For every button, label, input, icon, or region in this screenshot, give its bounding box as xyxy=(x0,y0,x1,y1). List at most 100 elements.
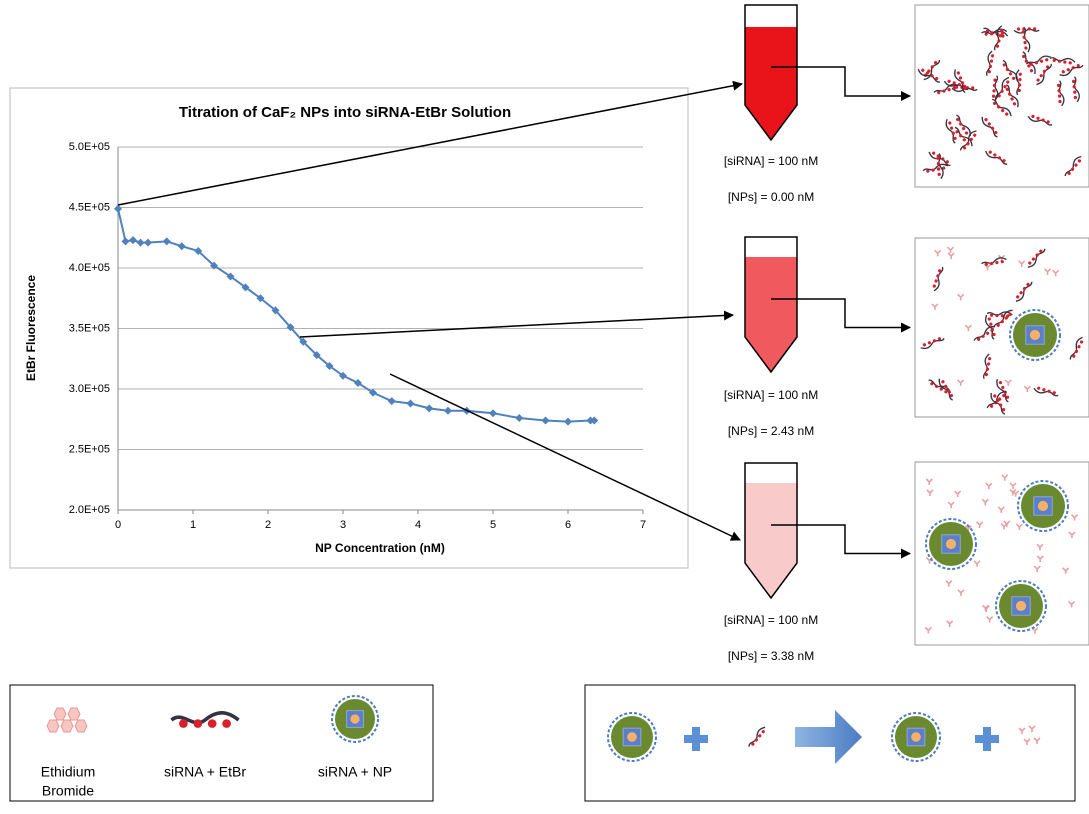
etbr-icon xyxy=(1000,522,1008,530)
data-point xyxy=(136,238,145,247)
etbr-shape xyxy=(981,604,990,612)
etbr-dot xyxy=(1022,286,1027,291)
etbr-icon xyxy=(926,489,934,496)
sirna-strand xyxy=(923,59,941,81)
etbr-dot xyxy=(1047,389,1051,393)
pointer-arrow xyxy=(299,310,734,338)
sirna-icon xyxy=(993,309,1013,328)
etbr-dot xyxy=(1024,46,1028,50)
etbr-dot xyxy=(754,738,758,742)
etbr-dot xyxy=(992,101,997,105)
etbr-dot xyxy=(1031,257,1036,261)
etbr-dot xyxy=(1011,76,1016,80)
np-center xyxy=(350,714,360,724)
etbr-dot xyxy=(1010,97,1014,101)
etbr-dot xyxy=(984,262,988,267)
np-center xyxy=(911,732,921,742)
etbr-dot xyxy=(1000,320,1004,324)
np-center xyxy=(627,732,637,742)
etbr-dot xyxy=(1074,163,1078,167)
etbr-dot xyxy=(1002,63,1006,67)
etbr-dot xyxy=(944,390,948,394)
etbr-dot xyxy=(988,150,992,154)
etbr-dot xyxy=(962,138,966,142)
etbr-dot xyxy=(1046,120,1050,124)
etbr-shape xyxy=(1018,727,1026,734)
data-point xyxy=(354,378,362,387)
etbr-dot xyxy=(989,313,994,317)
data-point xyxy=(387,397,396,406)
sirna-strand xyxy=(993,309,1013,328)
sirna-strand xyxy=(985,50,993,77)
etbr-dot xyxy=(945,160,949,164)
np-center xyxy=(1037,500,1049,512)
etbr-dot xyxy=(1077,159,1082,163)
data-point xyxy=(325,362,334,371)
sirna-icon xyxy=(993,25,1004,51)
etbr-dot xyxy=(1005,67,1010,72)
sirna-icon xyxy=(1015,281,1033,302)
sirna-strand xyxy=(982,353,990,379)
sirna-icon xyxy=(959,130,977,151)
etbr-icon xyxy=(945,580,953,587)
np-coat xyxy=(925,518,977,570)
etbr-dot xyxy=(944,384,948,388)
sirna-icon xyxy=(920,337,945,350)
etbr-shape xyxy=(986,615,994,623)
data-point xyxy=(444,406,452,415)
etbr-dot xyxy=(941,157,945,161)
etbr-shape xyxy=(934,249,942,257)
sirna-strand xyxy=(986,311,1013,316)
etbr-shape xyxy=(1043,268,1052,275)
etbr-dot xyxy=(1042,388,1046,392)
tube-outline xyxy=(744,462,798,600)
sirna-strand xyxy=(990,392,1006,415)
etbr-icon xyxy=(985,482,993,490)
etbr-shape xyxy=(1070,513,1079,521)
etbr-dot xyxy=(989,59,994,63)
etbr-icon xyxy=(934,249,942,257)
sirna-strand xyxy=(1058,80,1065,107)
etbr-dot xyxy=(962,146,967,150)
etbr-shape xyxy=(957,293,965,301)
etbr-dot xyxy=(1039,59,1044,63)
etbr-dot xyxy=(1023,41,1027,45)
sirna-icon xyxy=(928,379,952,394)
etbr-dot xyxy=(1018,72,1022,76)
etbr-dot xyxy=(949,126,954,130)
etbr-dot xyxy=(959,122,963,126)
etbr-shape xyxy=(1009,482,1017,490)
sirna-strand xyxy=(1006,84,1019,108)
etbr-dot xyxy=(1001,385,1005,390)
etbr-dot xyxy=(947,79,951,83)
etbr-dot xyxy=(1016,295,1020,299)
x-tick-label: 4 xyxy=(415,519,421,531)
panels xyxy=(914,4,1089,646)
elbow-arrow xyxy=(771,524,911,559)
data-point xyxy=(256,294,265,303)
legend-label: Bromide xyxy=(42,783,94,799)
etbr-shape xyxy=(1033,565,1041,573)
etbr-dot xyxy=(1000,260,1004,264)
etbr-dot xyxy=(990,54,995,58)
etbr-shape xyxy=(925,478,933,485)
etbr-dot xyxy=(179,719,188,728)
sirna-icon xyxy=(1025,55,1051,66)
etbr-dot xyxy=(992,332,996,337)
etbr-icon xyxy=(981,604,990,612)
etbr-shape xyxy=(1009,488,1017,496)
sirna-strand xyxy=(1064,155,1082,177)
etbr-dot xyxy=(995,44,1000,48)
etbr-icon xyxy=(1068,531,1076,539)
sirna-strand xyxy=(1073,76,1080,103)
etbr-dot xyxy=(930,65,934,69)
etbr-shape xyxy=(981,498,989,506)
data-point xyxy=(210,261,218,270)
np-coat xyxy=(331,695,379,743)
sirna-icon xyxy=(1027,114,1053,126)
etbr-dot xyxy=(958,76,963,80)
etbr-icon xyxy=(1018,260,1026,267)
etbr-dot xyxy=(961,126,966,131)
etbr-dot xyxy=(936,161,941,166)
etbr-dot xyxy=(921,68,925,72)
